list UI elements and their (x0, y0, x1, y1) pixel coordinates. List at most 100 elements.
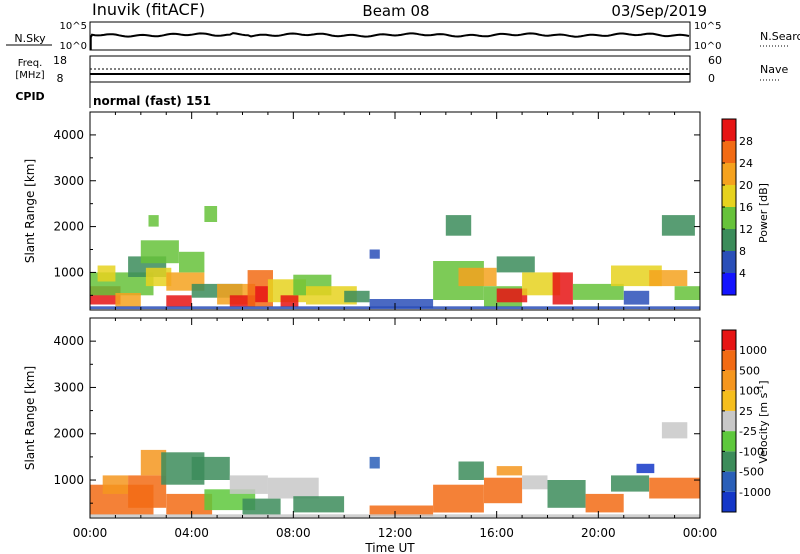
colorbar-swatch (722, 471, 736, 492)
data-cell (102, 475, 129, 494)
nsky-tick-top: 10^5 (60, 21, 87, 32)
beam-title: Beam 08 (362, 2, 429, 20)
data-cell (611, 265, 662, 287)
time-axis-label: Time UT (364, 541, 415, 554)
data-cell (145, 267, 172, 287)
data-cell (674, 286, 700, 300)
nsearch-label: N.Search (760, 30, 800, 43)
colorbar-swatch (722, 350, 736, 371)
colorbar-tick-label: -100 (739, 445, 764, 458)
data-cell (344, 290, 370, 303)
data-cell (128, 475, 167, 508)
data-cell (522, 272, 561, 296)
data-cell (280, 295, 299, 307)
data-cell (623, 290, 650, 305)
data-cell (649, 270, 688, 287)
power-colorbar-label: Power [dB] (757, 183, 770, 243)
velocity-label-sup: -1 (756, 385, 765, 393)
data-cell (369, 456, 380, 469)
data-cell (369, 505, 434, 517)
data-cell (293, 496, 345, 513)
data-cell (496, 256, 535, 273)
data-cell (636, 463, 655, 474)
colorbar-swatch (722, 273, 736, 295)
colorbar-swatch (722, 207, 736, 229)
colorbar-swatch (722, 141, 736, 163)
y-tick-label: 4000 (53, 334, 84, 348)
data-cell (97, 265, 116, 282)
freq-tick-bottom: 8 (57, 72, 64, 85)
freq-unit-label: [MHz] (15, 70, 44, 81)
colorbar-tick-label: -500 (739, 466, 764, 479)
data-cell (255, 286, 268, 303)
colorbar-tick-label: -25 (739, 425, 757, 438)
data-cell (229, 295, 256, 307)
cpid-label: CPID (15, 90, 44, 103)
nsky-series-line (90, 32, 690, 38)
y-axis-label: Slant Range [km] (23, 366, 37, 470)
data-cell (611, 475, 650, 492)
colorbar-tick-label: 16 (739, 201, 753, 214)
colorbar-tick-label: 100 (739, 385, 760, 398)
data-cell (433, 484, 484, 513)
colorbar-swatch (722, 229, 736, 251)
colorbar-tick-label: 500 (739, 364, 760, 377)
colorbar-tick-label: 25 (739, 405, 753, 418)
nave-tick-bottom: 0 (708, 72, 715, 85)
colorbar-swatch (722, 370, 736, 391)
data-cell (661, 215, 695, 236)
data-cell (547, 480, 586, 508)
data-cell (306, 286, 357, 305)
data-cell (458, 461, 484, 480)
time-axis-ticks: 00:00 04:00 08:00 12:00 16:00 20:00 00:00 (73, 526, 718, 540)
data-cell (148, 215, 159, 227)
colorbar-tick-label: 20 (739, 179, 753, 192)
y-tick-label: 4000 (53, 128, 84, 142)
data-cell (267, 477, 319, 499)
time-tick-label: 20:00 (581, 526, 616, 540)
colorbar-swatch (722, 431, 736, 452)
colorbar-tick-label: 24 (739, 157, 753, 170)
data-cell (522, 475, 548, 490)
colorbar-swatch (722, 330, 736, 351)
date-title: 03/Sep/2019 (611, 2, 707, 20)
data-cell (458, 267, 497, 287)
station-title: Inuvik (fitACF) (92, 0, 205, 19)
colorbar-swatch (722, 451, 736, 472)
y-tick-label: 1000 (53, 473, 84, 487)
nsearch-tick-bottom: 10^0 (694, 41, 721, 52)
data-cell (166, 493, 213, 515)
velocity-label-end: ] (757, 380, 770, 384)
data-cell (496, 466, 523, 476)
data-cell (229, 475, 268, 494)
time-tick-label: 12:00 (378, 526, 413, 540)
data-cell (649, 477, 700, 499)
time-tick-label: 16:00 (479, 526, 514, 540)
data-cell (204, 206, 218, 222)
y-tick-label: 3000 (53, 174, 84, 188)
freq-tick-top: 18 (53, 54, 67, 67)
freq-label: Freq. (18, 58, 43, 69)
time-tick-label: 08:00 (276, 526, 311, 540)
data-cell (115, 293, 141, 307)
colorbar-swatch (722, 119, 736, 141)
colorbar-swatch (722, 185, 736, 207)
nsky-strip-frame (89, 21, 691, 51)
y-tick-label: 1000 (53, 265, 84, 279)
colorbar-swatch (722, 491, 736, 512)
data-cell (179, 251, 205, 273)
colorbar-tick-label: 1000 (739, 344, 767, 357)
nave-tick-top: 60 (708, 54, 722, 67)
velocity-colorbar-label: Velocity [m s-1] (756, 380, 770, 463)
data-cell (242, 498, 281, 515)
y-axis-label: Slant Range [km] (23, 159, 37, 263)
colorbar-swatch (722, 251, 736, 273)
time-tick-label: 00:00 (683, 526, 718, 540)
y-tick-label: 2000 (53, 220, 84, 234)
data-cell (552, 272, 573, 305)
data-cell (191, 456, 230, 480)
data-cell (166, 295, 192, 307)
data-cell (572, 283, 624, 300)
colorbar-swatch (722, 390, 736, 411)
velocity-label-main: Velocity [m s (757, 392, 770, 463)
